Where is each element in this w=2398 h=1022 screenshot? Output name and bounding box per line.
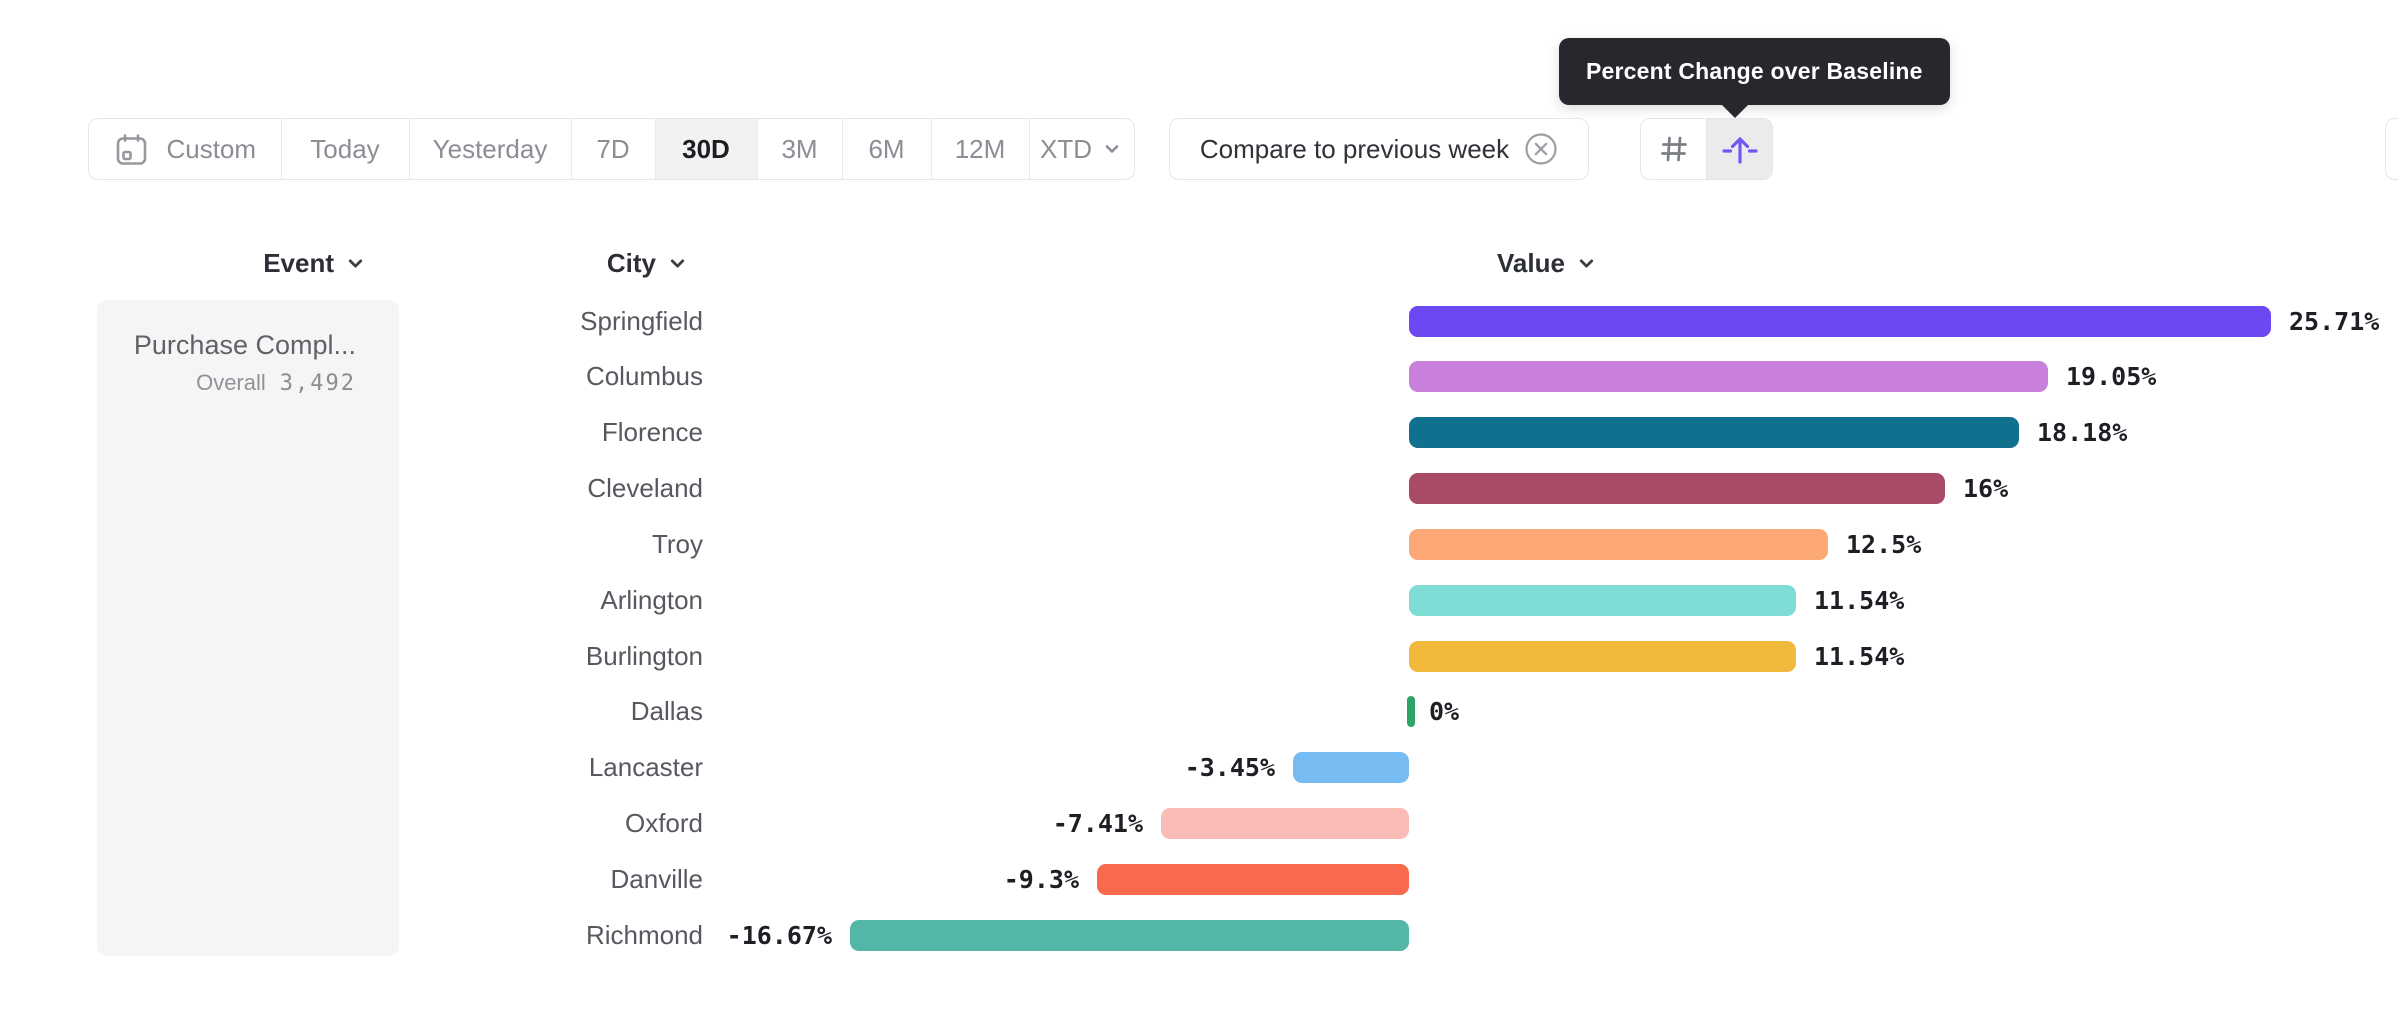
value-label: -7.41% (1052, 809, 1143, 838)
value-label: 0% (1429, 697, 1460, 726)
date-range-toolbar: Custom Today Yesterday 7D 30D 3M 6M 12M … (88, 118, 1135, 180)
value-bar[interactable] (1409, 473, 1945, 504)
value-label: 16% (1963, 474, 2009, 503)
city-label: Troy (651, 528, 703, 559)
value-label: -9.3% (1003, 865, 1079, 894)
chevron-down-icon (348, 259, 363, 267)
city-label: Arlington (600, 584, 703, 615)
overall-count: 3,492 (279, 371, 356, 396)
value-bar[interactable] (1409, 585, 1796, 616)
compare-to-previous-week-pill[interactable]: Compare to previous week (1169, 118, 1589, 180)
value-label: 19.05% (2066, 362, 2157, 391)
date-range-custom[interactable]: Custom (89, 119, 282, 179)
value-bar[interactable] (1409, 641, 1796, 672)
baseline-arrow-icon (1721, 137, 1758, 164)
value-format-toggle (1640, 118, 1773, 180)
value-bar[interactable] (1161, 808, 1409, 839)
number-format-button[interactable] (1641, 119, 1707, 179)
value-bar[interactable] (1407, 696, 1415, 727)
date-range-today[interactable]: Today (282, 119, 410, 179)
value-bar[interactable] (850, 920, 1409, 951)
remove-compare-icon[interactable] (1524, 132, 1558, 166)
date-range-7d[interactable]: 7D (572, 119, 656, 179)
percent-change-over-baseline-button[interactable] (1707, 119, 1772, 179)
date-range-xtd[interactable]: XTD (1030, 119, 1133, 179)
tooltip-text: Percent Change over Baseline (1586, 58, 1923, 84)
value-bar[interactable] (1409, 417, 2019, 448)
value-label: 11.54% (1814, 642, 1905, 671)
event-name[interactable]: Purchase Compl... (133, 330, 356, 360)
city-label: Columbus (585, 360, 703, 391)
city-label: Oxford (624, 807, 703, 838)
value-label: 11.54% (1814, 586, 1905, 615)
value-label: 12.5% (1846, 530, 1922, 559)
value-label: -3.45% (1184, 753, 1275, 782)
tooltip-percent-change-over-baseline: Percent Change over Baseline (1559, 38, 1950, 118)
date-range-30d[interactable]: 30D (655, 119, 758, 179)
clipped-toolbar-button[interactable] (2385, 118, 2398, 180)
hash-icon (1660, 136, 1687, 162)
column-header-event[interactable]: Event (180, 248, 366, 278)
date-range-12m[interactable]: 12M (932, 119, 1030, 179)
overall-label: Overall (196, 370, 266, 395)
city-label: Springfield (580, 305, 703, 336)
value-label: 25.71% (2289, 307, 2380, 336)
value-bar[interactable] (1409, 529, 1828, 560)
value-label: -16.67% (726, 921, 832, 950)
event-panel: Purchase Compl... Overall 3,492 (97, 300, 399, 956)
city-label: Burlington (585, 640, 703, 671)
date-range-6m[interactable]: 6M (843, 119, 932, 179)
value-label: 18.18% (2037, 418, 2128, 447)
column-header-value[interactable]: Value (1497, 248, 1597, 278)
city-label: Cleveland (587, 472, 703, 503)
chevron-down-icon (670, 259, 685, 267)
value-bar[interactable] (1409, 306, 2271, 337)
value-bar[interactable] (1097, 864, 1409, 895)
event-overall-row: Overall 3,492 (97, 370, 356, 396)
city-label: Danville (610, 863, 704, 894)
calendar-icon (117, 133, 147, 165)
city-label: Richmond (585, 919, 703, 950)
city-label: Dallas (630, 695, 703, 726)
date-range-3m[interactable]: 3M (758, 119, 843, 179)
city-label: Lancaster (588, 751, 703, 782)
column-header-city[interactable]: City (500, 248, 688, 278)
city-label: Florence (601, 416, 703, 447)
chevron-down-icon (1579, 259, 1594, 267)
chevron-down-icon (1105, 145, 1119, 153)
value-bar[interactable] (1293, 752, 1409, 783)
value-bar[interactable] (1409, 361, 2048, 392)
date-range-yesterday[interactable]: Yesterday (410, 119, 572, 179)
